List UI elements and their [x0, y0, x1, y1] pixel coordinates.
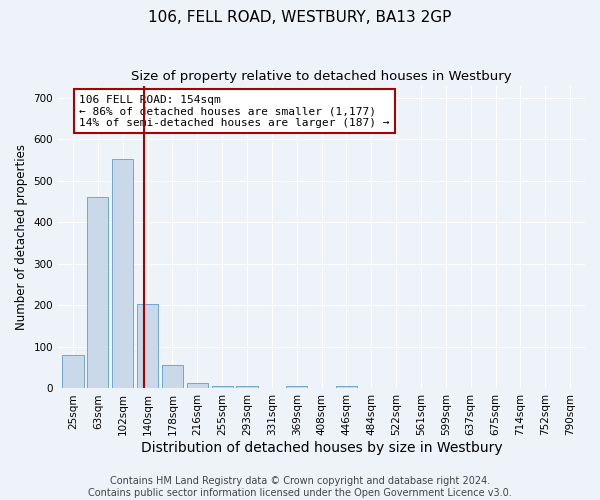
Text: Contains HM Land Registry data © Crown copyright and database right 2024.
Contai: Contains HM Land Registry data © Crown c…	[88, 476, 512, 498]
Bar	[336, 386, 357, 388]
Bar	[162, 365, 183, 388]
Text: 106, FELL ROAD, WESTBURY, BA13 2GP: 106, FELL ROAD, WESTBURY, BA13 2GP	[148, 10, 452, 25]
Bar	[187, 382, 208, 388]
Title: Size of property relative to detached houses in Westbury: Size of property relative to detached ho…	[131, 70, 512, 83]
Bar	[87, 197, 109, 388]
Bar	[112, 159, 133, 388]
Y-axis label: Number of detached properties: Number of detached properties	[15, 144, 28, 330]
Text: 106 FELL ROAD: 154sqm
← 86% of detached houses are smaller (1,177)
14% of semi-d: 106 FELL ROAD: 154sqm ← 86% of detached …	[79, 94, 389, 128]
X-axis label: Distribution of detached houses by size in Westbury: Distribution of detached houses by size …	[141, 441, 502, 455]
Bar	[62, 356, 83, 388]
Bar	[286, 386, 307, 388]
Bar	[236, 386, 257, 388]
Bar	[137, 304, 158, 388]
Bar	[212, 386, 233, 388]
